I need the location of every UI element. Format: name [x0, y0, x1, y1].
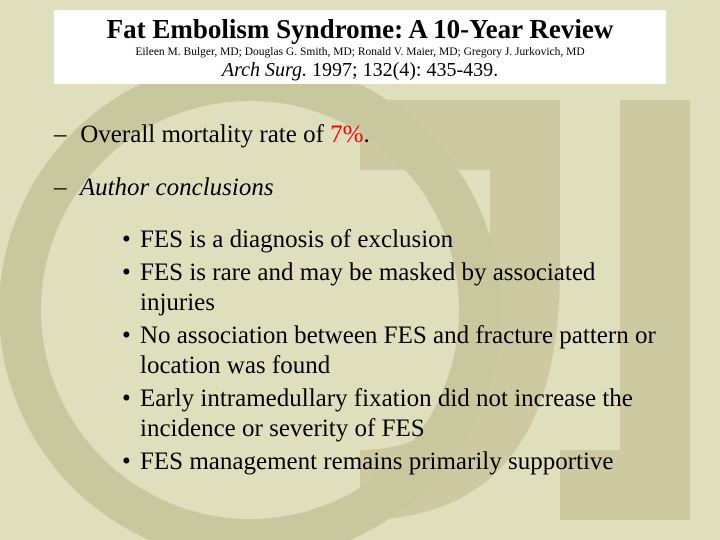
- slide-title: Fat Embolism Syndrome: A 10-Year Review: [60, 14, 660, 45]
- citation-details: 1997; 132(4): 435-439.: [307, 59, 498, 81]
- bullet-icon: •: [122, 225, 140, 256]
- conclusions-heading-text: Author conclusions: [80, 174, 274, 201]
- bullet-text: FES management remains primarily support…: [140, 447, 670, 478]
- list-item: • FES is rare and may be masked by assoc…: [122, 258, 670, 319]
- conclusions-heading: – Author conclusions: [54, 173, 680, 204]
- bullet-icon: •: [122, 321, 140, 352]
- mortality-rate: 7%: [330, 121, 363, 148]
- bullet-text: No association between FES and fracture …: [140, 321, 670, 382]
- citation-journal: Arch Surg.: [222, 59, 307, 81]
- mortality-prefix: Overall mortality rate of: [80, 121, 330, 148]
- mortality-suffix: .: [363, 121, 369, 148]
- list-item: • FES is a diagnosis of exclusion: [122, 225, 670, 256]
- list-item: • Early intramedullary fixation did not …: [122, 384, 670, 445]
- bullet-icon: •: [122, 447, 140, 478]
- list-item: • No association between FES and fractur…: [122, 321, 670, 382]
- slide-body: – Overall mortality rate of 7%. – Author…: [0, 84, 720, 477]
- list-item: • FES management remains primarily suppo…: [122, 447, 670, 478]
- header-box: Fat Embolism Syndrome: A 10-Year Review …: [54, 10, 666, 84]
- bullet-text: FES is a diagnosis of exclusion: [140, 225, 670, 256]
- bullet-icon: •: [122, 384, 140, 415]
- bullet-list: • FES is a diagnosis of exclusion • FES …: [122, 225, 670, 477]
- bullet-icon: •: [122, 258, 140, 289]
- authors-line: Eileen M. Bulger, MD; Douglas G. Smith, …: [60, 46, 660, 58]
- citation-line: Arch Surg. 1997; 132(4): 435-439.: [60, 59, 660, 82]
- bullet-text: FES is rare and may be masked by associa…: [140, 258, 670, 319]
- bullet-text: Early intramedullary fixation did not in…: [140, 384, 670, 445]
- mortality-line: – Overall mortality rate of 7%.: [54, 120, 680, 151]
